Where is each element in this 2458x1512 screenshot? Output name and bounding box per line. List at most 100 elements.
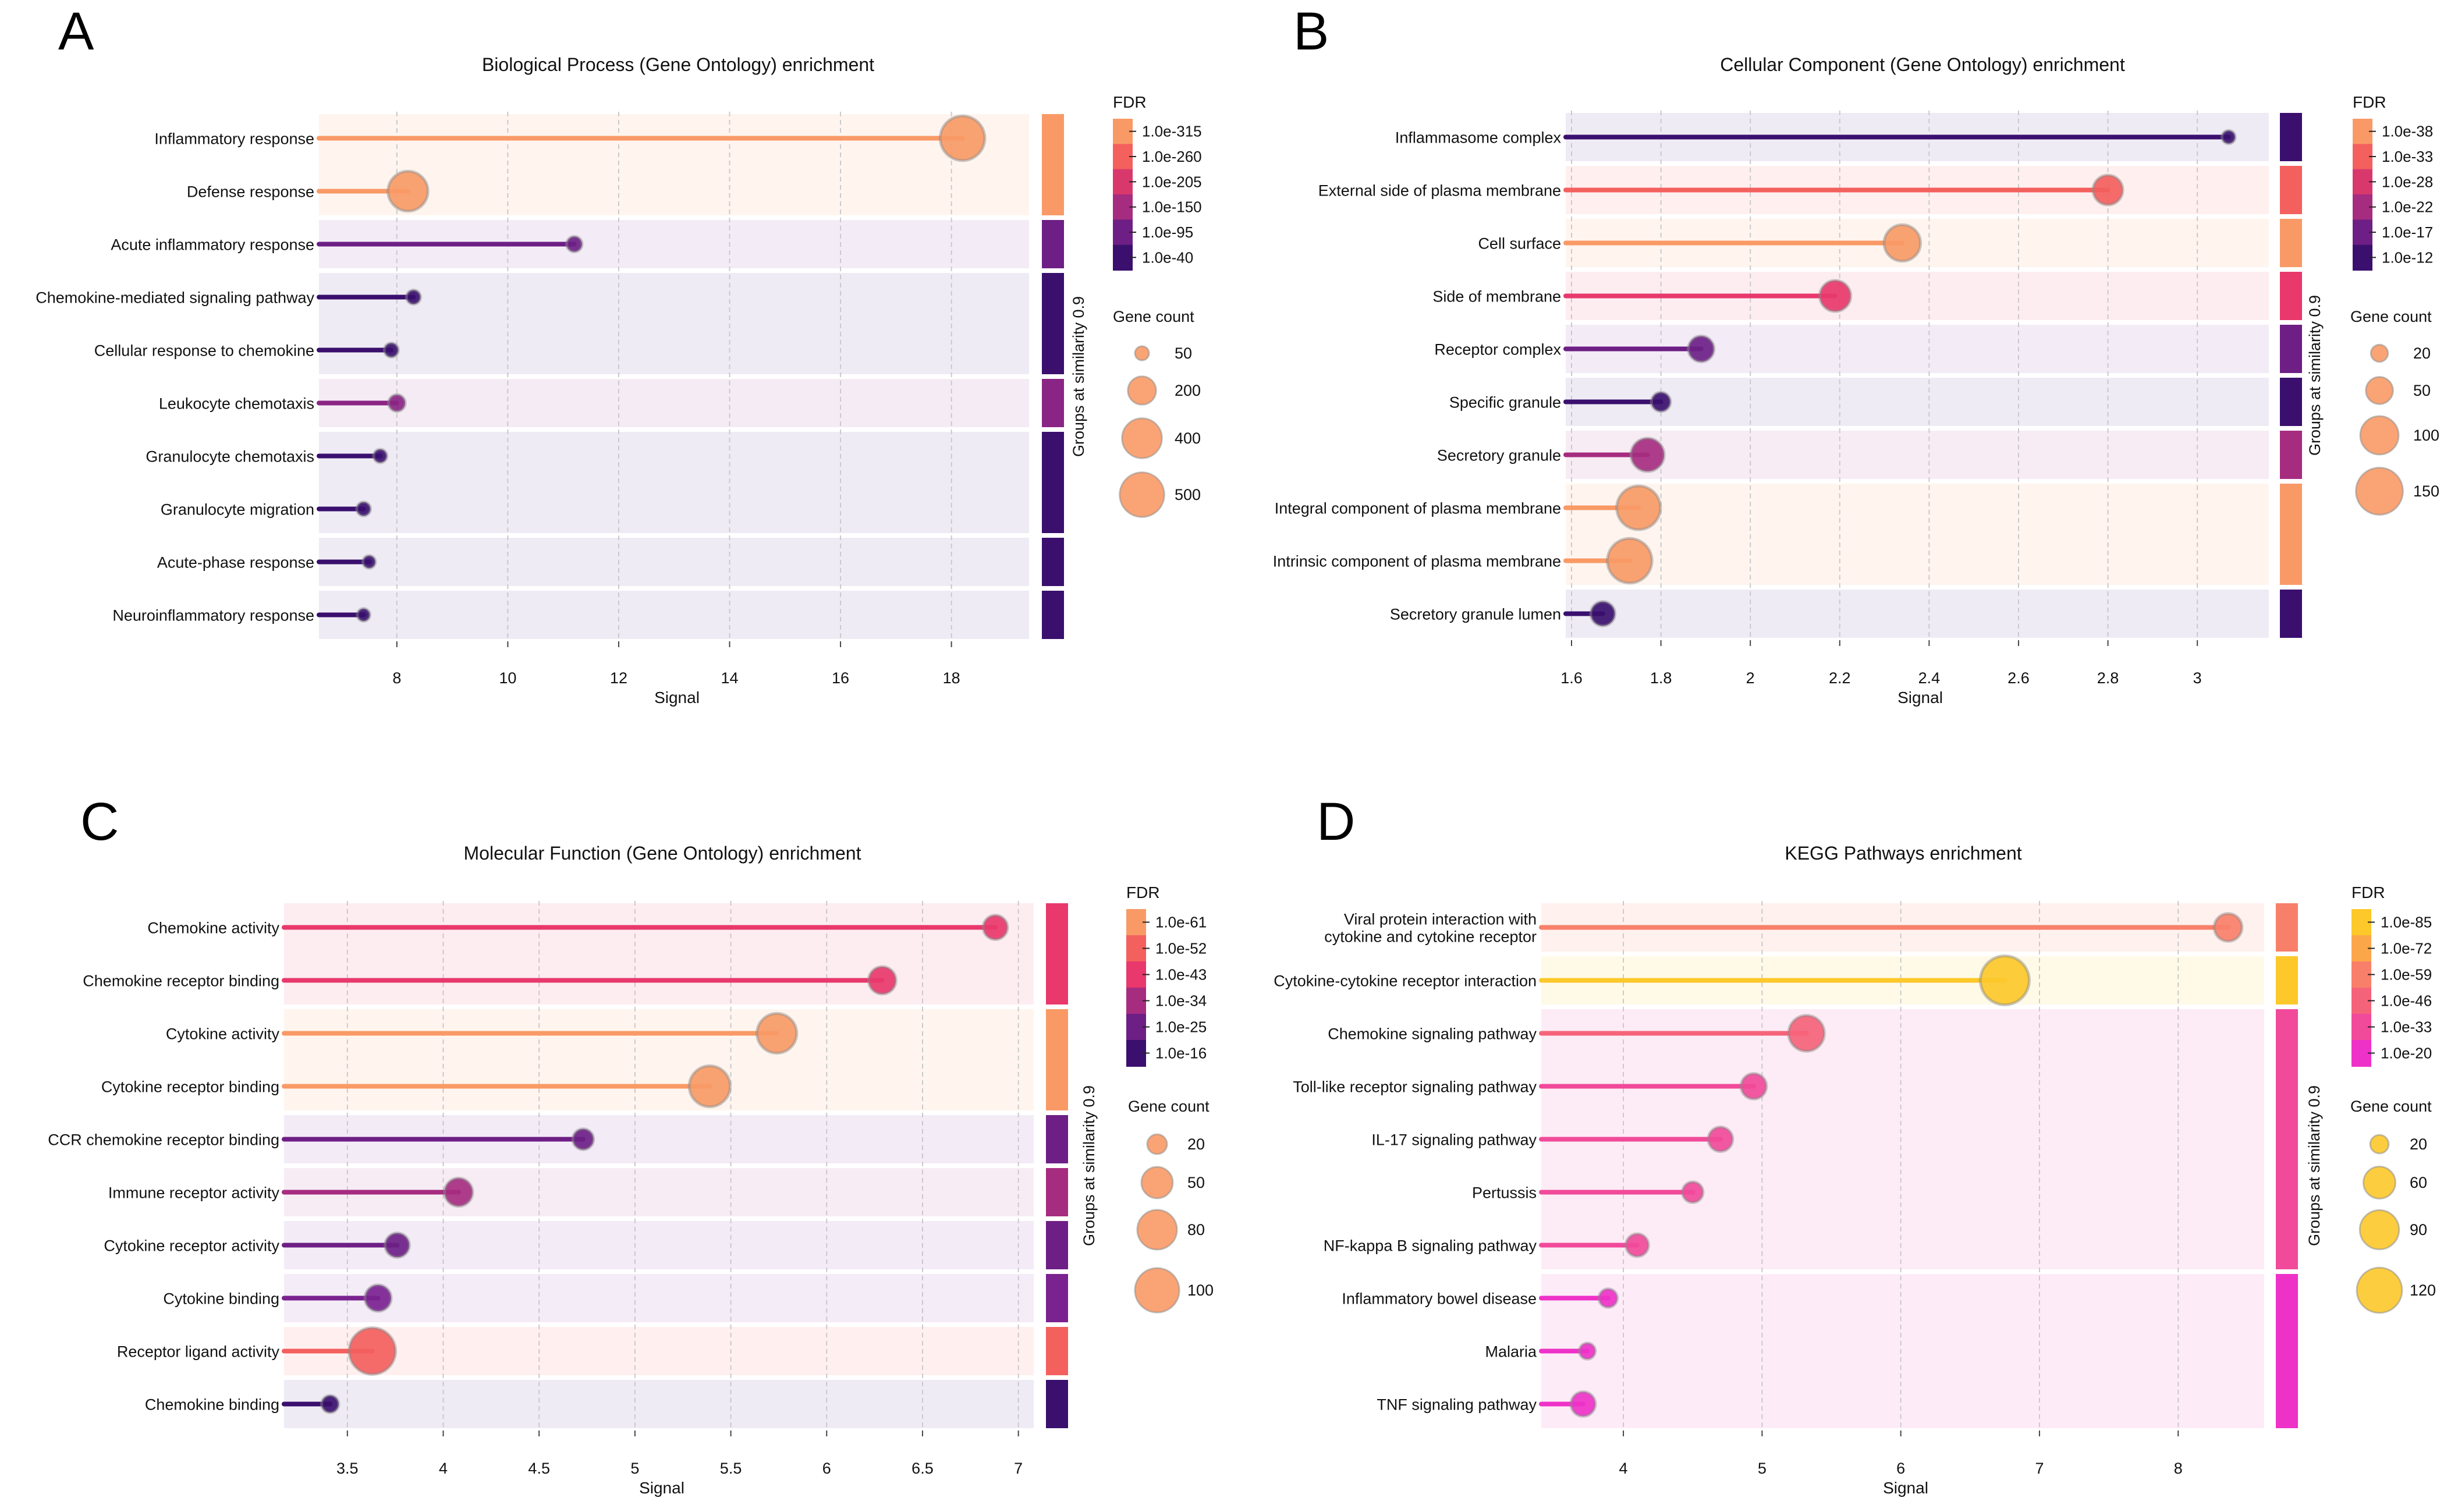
- size-legend-dot: [2365, 376, 2394, 405]
- colorbar-block: [2280, 325, 2302, 373]
- term-label-line: Chemokine activity: [147, 920, 279, 937]
- lollipop-dot: [443, 1176, 474, 1208]
- term-label: Neuroinflammatory response: [112, 607, 314, 624]
- size-legend-dot: [2369, 1134, 2390, 1155]
- x-tick-label: 2.4: [1918, 669, 1941, 687]
- x-tick-label: 3: [2193, 669, 2202, 687]
- x-tick-label: 8: [392, 669, 401, 687]
- group-band: [319, 114, 1029, 215]
- group-band: [319, 538, 1029, 586]
- term-label-line: Side of membrane: [1432, 288, 1561, 306]
- term-label-line: Integral component of plasma membrane: [1275, 500, 1561, 517]
- lollipop-dot: [571, 1127, 595, 1151]
- size-legend-label: 100: [1187, 1282, 1214, 1299]
- x-tick-label: 5.5: [720, 1460, 742, 1477]
- lollipop-dot: [1650, 391, 1672, 413]
- term-label: Intrinsic component of plasma membrane: [1273, 553, 1561, 570]
- term-label-line: Inflammatory bowel disease: [1342, 1290, 1537, 1308]
- term-label-line: Chemokine receptor binding: [83, 972, 279, 990]
- term-label: IL-17 signaling pathway: [1371, 1131, 1537, 1149]
- lollipop-dot: [1569, 1390, 1597, 1418]
- size-legend-dot: [1127, 375, 1157, 406]
- term-label-line: Inflammasome complex: [1395, 129, 1562, 147]
- colorbar-label: Groups at similarity 0.9: [2306, 1085, 2323, 1246]
- size-legend-title: Gene count: [1128, 1098, 1210, 1115]
- colorbar-block: [1042, 114, 1064, 215]
- lollipop-dot: [1606, 537, 1654, 585]
- term-label: Granulocyte chemotaxis: [146, 448, 314, 466]
- term-label-line: External side of plasma membrane: [1318, 182, 1561, 200]
- size-legend-title: Gene count: [2350, 308, 2432, 325]
- size-legend-label: 60: [2410, 1174, 2427, 1191]
- term-label-line: Neuroinflammatory response: [112, 607, 314, 624]
- term-label: Receptor complex: [1434, 341, 1561, 359]
- term-label: Cell surface: [1478, 235, 1561, 253]
- size-legend-label: 100: [2413, 427, 2439, 444]
- lollipop-dot: [1680, 1180, 1705, 1204]
- panel-a: A Biological Process (Gene Ontology) enri…: [36, 2, 1201, 707]
- colorbar-block: [1042, 591, 1064, 639]
- fdr-legend-label: 1.0e-38: [2382, 123, 2433, 140]
- size-legend-dot: [2356, 1266, 2403, 1314]
- x-tick-label: 4: [1619, 1460, 1628, 1477]
- term-label-line: Viral protein interaction with: [1344, 911, 1537, 928]
- panel-c: C Molecular Function (Gene Ontology) enri…: [48, 792, 1214, 1497]
- group-band: [1566, 378, 2269, 426]
- size-legend-dot: [1136, 1209, 1178, 1251]
- x-tick-label: 4: [439, 1460, 448, 1477]
- term-label: Chemokine activity: [147, 920, 279, 937]
- term-label: External side of plasma membrane: [1318, 182, 1561, 200]
- term-label-line: cytokine and cytokine receptor: [1324, 928, 1537, 946]
- panel-b: B Cellular Component (Gene Ontology) enri…: [1273, 2, 2439, 707]
- x-tick-label: 1.8: [1650, 669, 1672, 687]
- colorbar-block: [1042, 432, 1064, 533]
- fdr-legend-label: 1.0e-61: [1155, 914, 1207, 931]
- lollipop-dot: [386, 169, 430, 213]
- size-legend-label: 500: [1175, 486, 1201, 503]
- fdr-legend-title: FDR: [1113, 93, 1147, 111]
- term-label-line: TNF signaling pathway: [1377, 1396, 1537, 1414]
- colorbar-block: [2280, 431, 2302, 479]
- colorbar-block: [2276, 903, 2298, 952]
- term-label-line: Defense response: [187, 183, 314, 201]
- term-label-line: Receptor ligand activity: [117, 1343, 280, 1361]
- size-legend-dot: [2370, 343, 2389, 363]
- term-label-line: Immune receptor activity: [108, 1184, 280, 1202]
- group-band: [284, 1274, 1034, 1322]
- size-legend-label: 200: [1175, 382, 1201, 399]
- colorbar-label: Groups at similarity 0.9: [2306, 295, 2324, 456]
- size-legend-dot: [1134, 1267, 1180, 1314]
- lollipop-dot: [938, 114, 987, 162]
- x-tick-label: 2.2: [1829, 669, 1851, 687]
- size-legend-title: Gene count: [1113, 308, 1194, 325]
- term-label: Chemokine signaling pathway: [1328, 1025, 1537, 1043]
- fdr-legend-label: 1.0e-85: [2381, 914, 2432, 931]
- lollipop-dot: [382, 341, 400, 359]
- term-label: Specific granule: [1449, 394, 1561, 411]
- fdr-legend-label: 1.0e-95: [1142, 223, 1193, 241]
- lollipop-dot: [2212, 912, 2244, 943]
- term-label: Cellular response to chemokine: [94, 342, 314, 360]
- lollipop-dot: [372, 448, 389, 464]
- fdr-legend-label: 1.0e-22: [2382, 198, 2433, 216]
- term-label: CCR chemokine receptor binding: [48, 1131, 279, 1149]
- size-legend-dot: [2363, 1166, 2396, 1199]
- colorbar-block: [1046, 1327, 1068, 1375]
- term-label-line: Cytokine receptor binding: [101, 1078, 279, 1096]
- panel-letter: B: [1293, 2, 1329, 61]
- lollipop-dot: [387, 393, 407, 413]
- size-legend-dot: [1121, 417, 1163, 459]
- term-label: Integral component of plasma membrane: [1275, 500, 1561, 517]
- fdr-legend-label: 1.0e-315: [1142, 123, 1202, 140]
- term-label: Inflammatory bowel disease: [1342, 1290, 1537, 1308]
- lollipop-dot: [1589, 600, 1617, 627]
- fdr-legend-label: 1.0e-260: [1142, 148, 1202, 165]
- term-label: Secretory granule: [1437, 447, 1561, 464]
- lollipop-dot: [363, 1283, 393, 1313]
- group-band: [319, 379, 1029, 427]
- lollipop-dot: [565, 235, 584, 254]
- term-label-line: Leukocyte chemotaxis: [159, 395, 314, 413]
- colorbar-block: [1046, 1380, 1068, 1428]
- colorbar-block: [2276, 1009, 2298, 1269]
- term-label: Chemokine receptor binding: [83, 972, 279, 990]
